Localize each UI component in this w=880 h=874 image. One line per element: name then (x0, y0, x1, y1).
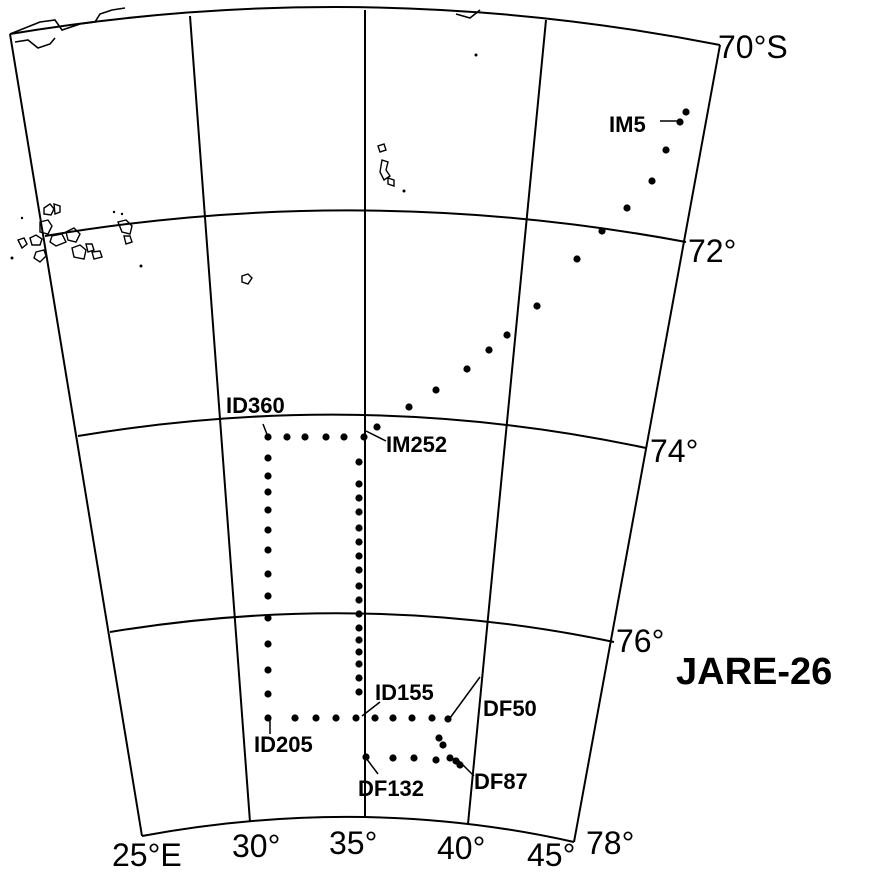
route-dot (291, 714, 298, 721)
longitude-labels: 25°E 30° 35° 40° 45° (112, 825, 575, 873)
route-dot (332, 714, 339, 721)
lon-label-25: 25°E (112, 837, 182, 873)
route-dot (573, 255, 580, 262)
route-dot (355, 458, 362, 465)
route-dot (355, 624, 362, 631)
lat-label-76: 76° (616, 623, 664, 659)
route-dot (355, 552, 362, 559)
route-dot (264, 640, 271, 647)
route-dot (485, 346, 492, 353)
route-dot (503, 331, 510, 338)
route-dot (389, 714, 396, 721)
lon-label-40: 40° (437, 830, 485, 866)
route-dot (340, 433, 347, 440)
route-dot (322, 433, 329, 440)
route-dot (355, 660, 362, 667)
scattered-specks (11, 54, 478, 268)
route-dot (410, 754, 417, 761)
route-dot (435, 734, 442, 741)
label-id155: ID155 (375, 680, 434, 705)
route-dot (264, 690, 271, 697)
parallel-74 (78, 415, 646, 448)
label-id205: ID205 (254, 732, 313, 757)
lon-label-45: 45° (527, 837, 575, 873)
route-dot (355, 582, 362, 589)
route-dot (301, 433, 308, 440)
label-im252: IM252 (386, 432, 447, 457)
leader-df50 (450, 677, 480, 718)
route-dot (371, 714, 378, 721)
route-dot (355, 636, 362, 643)
label-df87: DF87 (474, 769, 528, 794)
route-dot (662, 146, 669, 153)
route-dot (373, 423, 380, 430)
route-dot (355, 674, 362, 681)
route-dot (355, 648, 362, 655)
route-dot (264, 488, 271, 495)
route-dot (428, 714, 435, 721)
route-dot (355, 688, 362, 695)
route-dot (355, 508, 362, 515)
latitude-labels: 70°S 72° 74° 76° 78° (586, 29, 788, 861)
map-title: JARE-26 (676, 651, 832, 693)
route-dot (355, 610, 362, 617)
route-dots (264, 108, 689, 768)
route-dot (623, 204, 630, 211)
route-dot (264, 570, 271, 577)
route-dot (355, 596, 362, 603)
route-dot (264, 614, 271, 621)
route-dot (432, 386, 439, 393)
route-dot (264, 526, 271, 533)
route-dot (676, 118, 683, 125)
route-dot (264, 506, 271, 513)
route-dot (355, 566, 362, 573)
leader-im252 (366, 431, 386, 441)
lon-label-35: 35° (329, 825, 377, 861)
route-dot (439, 741, 446, 748)
route-dot (533, 302, 540, 309)
route-dot (352, 714, 359, 721)
label-df50: DF50 (483, 696, 537, 721)
route-dot (264, 666, 271, 673)
route-dot (463, 365, 470, 372)
meridian-25 (10, 34, 142, 836)
lat-label-70: 70°S (718, 29, 788, 65)
label-im5: IM5 (609, 112, 646, 137)
route-dot (264, 592, 271, 599)
lat-label-74: 74° (650, 433, 698, 469)
route-dot (362, 753, 369, 760)
meridian-30 (190, 16, 250, 822)
label-df132: DF132 (358, 776, 424, 801)
route-dot (312, 714, 319, 721)
route-dot (283, 433, 290, 440)
route-dot (264, 546, 271, 553)
station-labels: IM5 IM252 ID360 ID155 ID205 DF50 DF132 D… (226, 112, 646, 801)
lat-label-78: 78° (586, 825, 634, 861)
route-dot (355, 494, 362, 501)
route-dot (264, 472, 271, 479)
leader-df132 (366, 758, 378, 774)
coastline-outline (10, 8, 480, 48)
route-dot (264, 454, 271, 461)
route-dot (648, 177, 655, 184)
route-dot (432, 756, 439, 763)
route-dot (682, 108, 689, 115)
lon-label-30: 30° (232, 828, 280, 864)
route-dot (389, 754, 396, 761)
route-dot (408, 714, 415, 721)
island-outlines (18, 144, 394, 284)
route-dot (355, 480, 362, 487)
route-dot (360, 433, 367, 440)
label-id360: ID360 (226, 393, 285, 418)
route-dot (405, 403, 412, 410)
lat-label-72: 72° (688, 233, 736, 269)
route-dot (598, 227, 605, 234)
route-dot (355, 524, 362, 531)
route-dot (355, 538, 362, 545)
leader-lines (263, 121, 680, 776)
